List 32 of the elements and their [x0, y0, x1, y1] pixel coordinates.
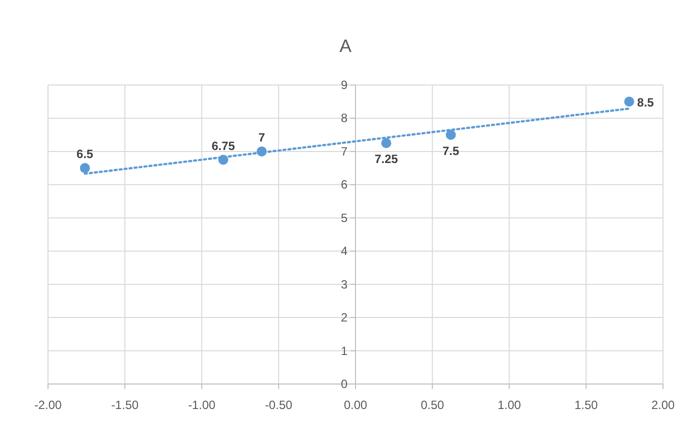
y-tick-label: 6 [340, 178, 348, 192]
x-tick-label: 2.00 [651, 398, 675, 412]
data-label: 7.25 [374, 152, 398, 166]
y-tick-label: 3 [340, 277, 348, 292]
data-label: 8.5 [637, 96, 654, 110]
point [446, 130, 456, 140]
y-tick-label: 4 [340, 244, 348, 258]
data-label: 7.5 [442, 144, 460, 158]
chart-title: A [339, 36, 352, 56]
x-tick-label: -0.50 [264, 398, 293, 412]
point [624, 96, 634, 107]
y-tick-label: 9 [340, 78, 348, 92]
point [80, 163, 90, 174]
x-tick-label: -2.00 [34, 398, 62, 412]
y-tick-label: 0 [340, 377, 348, 391]
data-label: 6.75 [212, 138, 236, 153]
point [218, 154, 228, 165]
x-tick-label: -1.50 [111, 398, 139, 412]
x-tick-label: 0.50 [420, 398, 444, 412]
data-label: 6.5 [76, 147, 94, 162]
point [256, 146, 267, 156]
data-label: 7 [258, 130, 266, 144]
y-tick-label: 1 [340, 344, 348, 358]
x-tick-label: -1.00 [188, 398, 216, 412]
y-tick-label: 5 [340, 210, 348, 225]
y-tick-label: 7 [340, 144, 348, 158]
x-tick-label: 1.00 [498, 398, 522, 412]
point [381, 138, 392, 148]
y-tick-label: 2 [340, 310, 348, 325]
x-tick-label: 1.50 [574, 398, 598, 412]
x-tick-label: 0.00 [344, 398, 368, 412]
y-tick-label: 8 [340, 111, 348, 126]
